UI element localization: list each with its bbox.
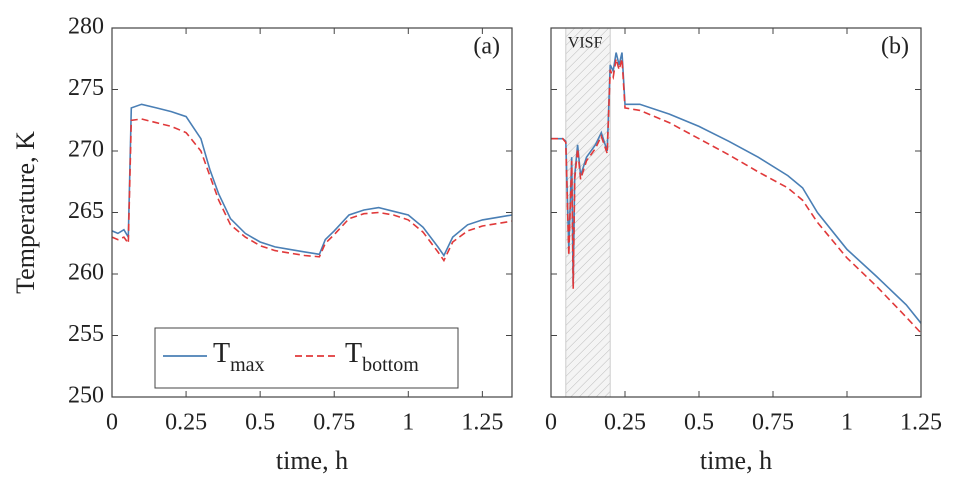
x-tick-label: 0 bbox=[545, 410, 557, 436]
legend-label: Tmax bbox=[213, 338, 265, 375]
x-tick-label: 0.25 bbox=[165, 410, 207, 436]
legend-box bbox=[154, 327, 459, 389]
x-tick-label: 0 bbox=[106, 410, 118, 436]
x-tick-label: 1 bbox=[841, 410, 853, 436]
y-tick-label: 255 bbox=[68, 321, 104, 347]
plot-frame bbox=[111, 27, 513, 398]
panel-label: (b) bbox=[881, 34, 909, 60]
x-axis-label: time, h bbox=[276, 446, 348, 475]
legend-label: Tbottom bbox=[345, 338, 419, 375]
shade-label: VISF bbox=[568, 35, 603, 52]
panel-label: (a) bbox=[473, 34, 500, 60]
x-tick-label: 0.5 bbox=[245, 410, 275, 436]
x-tick-label: 0.75 bbox=[752, 410, 794, 436]
series-line bbox=[112, 103, 512, 258]
x-tick-label: 1.25 bbox=[461, 410, 503, 436]
series-line bbox=[112, 118, 512, 263]
y-tick-label: 270 bbox=[68, 137, 104, 163]
x-tick-label: 0.25 bbox=[604, 410, 646, 436]
legend-name: T bbox=[345, 338, 362, 369]
series-line bbox=[551, 58, 921, 334]
y-tick-label: 260 bbox=[68, 260, 104, 286]
y-axis-label: Temperature, K bbox=[11, 131, 40, 294]
legend-subscript: max bbox=[230, 354, 264, 376]
x-tick-label: 1 bbox=[402, 410, 414, 436]
plot-frame bbox=[550, 27, 922, 398]
shaded-region bbox=[565, 27, 611, 398]
legend-name: T bbox=[213, 338, 230, 369]
x-tick-label: 0.5 bbox=[684, 410, 714, 436]
y-tick-label: 275 bbox=[68, 75, 104, 101]
x-tick-label: 1.25 bbox=[900, 410, 942, 436]
x-axis-label: time, h bbox=[700, 446, 772, 475]
y-tick-label: 280 bbox=[68, 14, 104, 40]
y-tick-label: 265 bbox=[68, 198, 104, 224]
legend-subscript: bottom bbox=[362, 354, 419, 376]
x-tick-label: 0.75 bbox=[313, 410, 355, 436]
y-tick-label: 250 bbox=[68, 383, 104, 409]
